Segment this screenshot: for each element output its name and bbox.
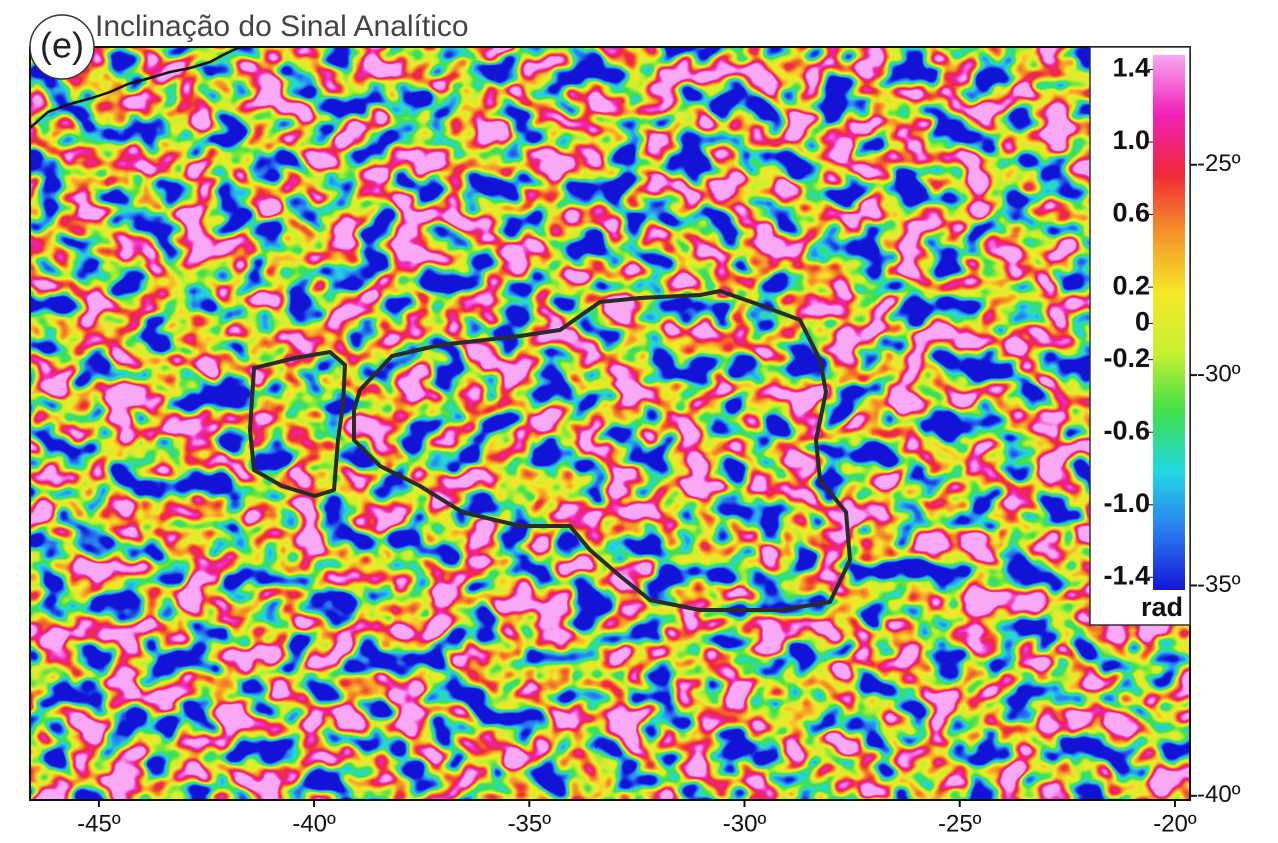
- y-tick-label: -35º: [1197, 571, 1241, 598]
- map-figure: (e) Inclinação do Sinal Analítico rad -4…: [0, 0, 1278, 843]
- y-tick-label: -25º: [1197, 150, 1241, 177]
- colorbar-unit: rad: [1141, 592, 1183, 622]
- colorbar-tick-label: 0.6: [1112, 198, 1150, 228]
- x-tick-label: -35º: [508, 810, 552, 837]
- y-tick-label: -30º: [1197, 360, 1241, 387]
- colorbar-tick-label: -1.4: [1103, 560, 1150, 590]
- x-tick-label: -20º: [1153, 810, 1197, 837]
- colorbar: [1153, 55, 1185, 590]
- map-field: [30, 47, 1190, 800]
- map-title: Inclinação do Sinal Analítico: [95, 10, 469, 43]
- x-tick-label: -25º: [938, 810, 982, 837]
- y-tick-label: -40º: [1197, 781, 1241, 808]
- x-tick-label: -45º: [77, 810, 121, 837]
- colorbar-tick-label: 1.4: [1112, 53, 1150, 83]
- x-tick-label: -30º: [723, 810, 767, 837]
- colorbar-tick-label: 1.0: [1112, 125, 1150, 155]
- colorbar-tick-label: -0.6: [1103, 415, 1150, 445]
- colorbar-tick-label: -1.0: [1103, 488, 1150, 518]
- page: {"title": "Inclinação do Sinal Analítico…: [0, 0, 1278, 843]
- colorbar-tick-label: 0: [1135, 307, 1150, 337]
- colorbar-tick-label: -0.2: [1103, 343, 1150, 373]
- colorbar-tick-label: 0.2: [1112, 270, 1150, 300]
- x-tick-label: -40º: [292, 810, 336, 837]
- panel-label: (e): [40, 25, 84, 66]
